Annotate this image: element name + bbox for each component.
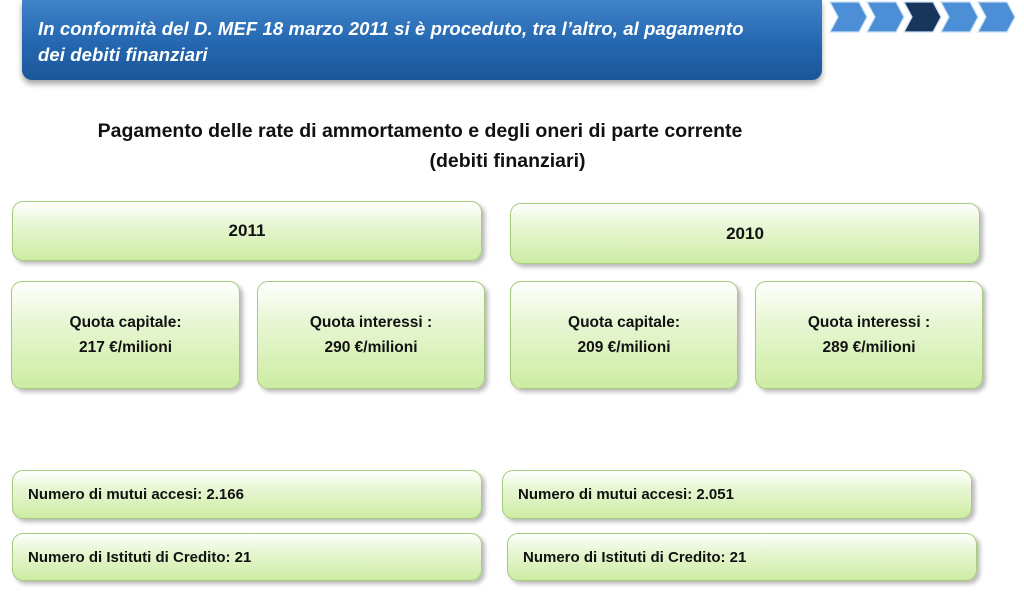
year-box-2011: 2011: [12, 201, 482, 261]
quota-capitale-label: Quota capitale:: [568, 314, 680, 331]
mutui-box-2011: Numero di mutui accesi: 2.166: [12, 470, 482, 519]
quota-interessi-value: 290 €/milioni: [324, 339, 418, 356]
istituti-box-2010: Numero di Istituti di Credito: 21: [507, 533, 977, 581]
quota-capitale-box-2011: Quota capitale: 217 €/milioni: [11, 281, 240, 389]
quota-capitale-value: 209 €/milioni: [577, 339, 671, 356]
quota-interessi-value: 289 €/milioni: [822, 339, 916, 356]
page-title-line2: (debiti finanziari): [429, 150, 586, 172]
mutui-text: Numero di mutui accesi: 2.051: [518, 486, 734, 503]
page-title-line1: Pagamento delle rate di ammortamento e d…: [97, 120, 743, 142]
mutui-text: Numero di mutui accesi: 2.166: [28, 486, 244, 503]
chevron-step-3-active: [903, 1, 942, 33]
quota-capitale-value: 217 €/milioni: [78, 339, 173, 356]
istituti-box-2011: Numero di Istituti di Credito: 21: [12, 533, 482, 581]
header-banner: In conformità del D. MEF 18 marzo 2011 s…: [22, 0, 822, 80]
quota-interessi-box-2011: Quota interessi : 290 €/milioni: [257, 281, 485, 389]
quota-interessi-label: Quota interessi :: [807, 314, 931, 331]
page-title: Pagamento delle rate di ammortamento e d…: [0, 116, 840, 176]
quota-interessi-label: Quota interessi :: [309, 314, 433, 331]
banner-text-line2: dei debiti finanziari: [38, 44, 208, 65]
chevron-step-4: [940, 1, 979, 33]
year-label: 2010: [726, 223, 764, 243]
chevron-step-1: [829, 1, 868, 33]
progress-chevrons: [829, 1, 1016, 33]
banner-text-line1: In conformità del D. MEF 18 marzo 2011 s…: [38, 18, 744, 39]
quota-capitale-label: Quota capitale:: [69, 314, 182, 331]
year-label: 2011: [228, 221, 266, 240]
quota-interessi-box-2010: Quota interessi : 289 €/milioni: [755, 281, 983, 389]
istituti-text: Numero di Istituti di Credito: 21: [28, 548, 252, 566]
chevron-step-5: [977, 1, 1016, 33]
istituti-text: Numero di Istituti di Credito: 21: [523, 548, 747, 566]
year-box-2010: 2010: [510, 203, 980, 264]
mutui-box-2010: Numero di mutui accesi: 2.051: [502, 470, 972, 519]
quota-capitale-box-2010: Quota capitale: 209 €/milioni: [510, 281, 738, 389]
chevron-step-2: [866, 1, 905, 33]
